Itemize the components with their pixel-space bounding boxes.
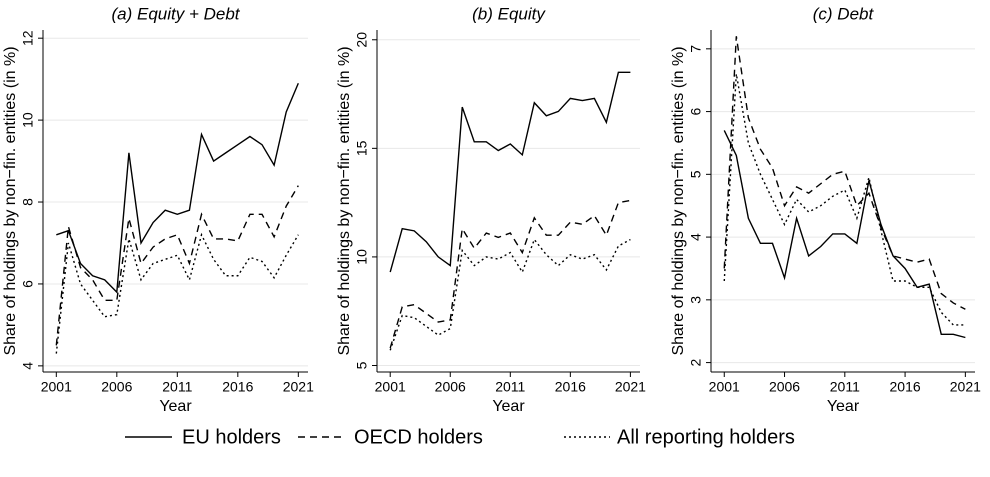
x-tick-label: 2006 xyxy=(435,379,466,395)
x-tick-label: 2011 xyxy=(830,379,860,395)
y-tick-label: 7 xyxy=(688,45,704,53)
y-tick-label: 8 xyxy=(20,198,36,206)
panel-title: (a) Equity + Debt xyxy=(111,4,240,23)
y-tick-label: 3 xyxy=(688,296,704,304)
y-tick-label: 12 xyxy=(20,30,36,46)
y-axis-label: Share of holdings by non−fin. entities (… xyxy=(670,46,687,355)
y-tick-label: 6 xyxy=(688,107,704,115)
x-tick-label: 2001 xyxy=(375,379,406,395)
y-axis-label: Share of holdings by non−fin. entities (… xyxy=(2,46,19,355)
legend-label: All reporting holders xyxy=(617,426,795,448)
series-line xyxy=(723,130,966,339)
y-tick-label: 10 xyxy=(20,112,36,128)
y-tick-label: 6 xyxy=(20,280,36,288)
y-tick-label: 4 xyxy=(20,362,36,370)
y-tick-label: 5 xyxy=(354,361,370,369)
series-line xyxy=(389,71,631,273)
y-tick-label: 15 xyxy=(354,140,370,156)
y-axis-label: Share of holdings by non−fin. entities (… xyxy=(336,46,353,355)
series-line xyxy=(55,232,299,354)
y-tick-label: 20 xyxy=(354,32,370,48)
x-tick-label: 2016 xyxy=(890,379,921,395)
x-tick-label: 2021 xyxy=(283,379,314,395)
x-tick-label: 2006 xyxy=(101,379,132,395)
x-tick-label: 2016 xyxy=(222,379,253,395)
series-line xyxy=(56,82,299,294)
legend-label: OECD holders xyxy=(354,426,483,448)
y-tick-label: 5 xyxy=(688,170,704,178)
series-line xyxy=(389,199,631,349)
y-tick-label: 4 xyxy=(688,233,704,241)
series-line xyxy=(55,185,299,346)
series-line xyxy=(723,36,966,310)
panel-title: (b) Equity xyxy=(472,4,546,23)
x-axis-label: Year xyxy=(827,398,860,415)
x-tick-label: 2011 xyxy=(495,379,525,395)
y-tick-label: 10 xyxy=(354,249,370,265)
series-line xyxy=(723,73,966,326)
x-axis-label: Year xyxy=(492,398,525,415)
x-tick-label: 2006 xyxy=(769,379,800,395)
x-tick-label: 2011 xyxy=(162,379,192,395)
x-tick-label: 2001 xyxy=(41,379,72,395)
series-line xyxy=(389,238,631,351)
x-tick-label: 2001 xyxy=(709,379,740,395)
x-tick-label: 2021 xyxy=(950,379,981,395)
legend-label: EU holders xyxy=(182,426,281,448)
y-tick-label: 2 xyxy=(688,358,704,366)
x-tick-label: 2016 xyxy=(555,379,586,395)
x-tick-label: 2021 xyxy=(615,379,646,395)
x-axis-label: Year xyxy=(159,398,192,415)
panel-title: (c) Debt xyxy=(813,4,875,23)
